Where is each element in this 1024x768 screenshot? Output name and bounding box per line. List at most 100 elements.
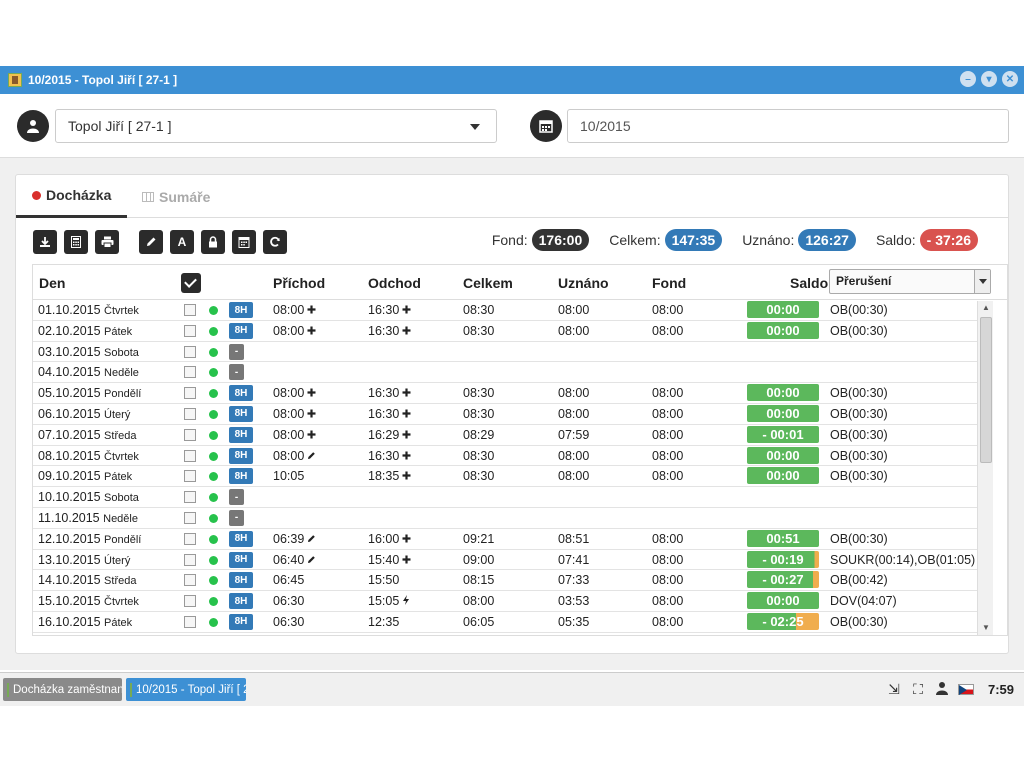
scroll-down-icon[interactable]: ▼ <box>982 623 990 632</box>
fullscreen-icon[interactable]: ⛶ <box>913 681 923 697</box>
table-row[interactable]: 08.10.2015 Čtvrtek 8H 08:00 16:30 08:30 08:00… <box>33 446 977 467</box>
restore-icon[interactable]: ▾ <box>981 71 997 87</box>
lock-icon[interactable] <box>201 230 225 254</box>
vertical-scrollbar[interactable]: ▲ ▼ <box>977 301 993 635</box>
cell-odchod[interactable]: 15:40 <box>368 553 411 567</box>
table-row[interactable]: 07.10.2015 Středa 8H 08:00 16:29 08:29 07:59 0… <box>33 425 977 446</box>
shift-badge[interactable]: 8H <box>229 613 253 630</box>
shift-badge[interactable]: 8H <box>229 405 253 422</box>
minimize-window-icon[interactable]: ⇲ <box>888 681 900 697</box>
cell-odchod[interactable]: 12:35 <box>368 615 399 629</box>
table-row[interactable]: 03.10.2015 Sobota - <box>33 342 977 363</box>
cell-prichod[interactable]: 06:30 <box>273 594 304 608</box>
pencil-icon[interactable] <box>307 532 316 546</box>
plus-icon[interactable] <box>402 553 411 567</box>
refresh-icon[interactable] <box>263 230 287 254</box>
print-icon[interactable] <box>95 230 119 254</box>
plus-icon[interactable] <box>402 428 411 442</box>
table-row[interactable]: 06.10.2015 Úterý 8H 08:00 16:30 08:30 08:00 08… <box>33 404 977 425</box>
preruseni-filter-select[interactable]: Přerušení <box>829 269 991 294</box>
row-checkbox[interactable] <box>184 470 196 483</box>
close-icon[interactable]: ✕ <box>1002 71 1018 87</box>
header-den[interactable]: Den <box>39 275 66 291</box>
shift-badge[interactable]: 8H <box>229 593 253 610</box>
row-checkbox[interactable] <box>184 532 196 545</box>
cell-prichod[interactable]: 06:30 <box>273 615 304 629</box>
table-row[interactable]: 13.10.2015 Úterý 8H 06:40 15:40 09:00 07:41 08… <box>33 550 977 571</box>
plus-icon[interactable] <box>307 407 316 421</box>
row-checkbox[interactable] <box>184 387 196 400</box>
plus-icon[interactable] <box>402 324 411 338</box>
cell-odchod[interactable]: 15:50 <box>368 573 399 587</box>
scroll-thumb[interactable] <box>980 317 992 463</box>
cell-odchod[interactable]: 16:30 <box>368 449 411 463</box>
header-prichod[interactable]: Příchod <box>273 275 326 291</box>
employee-select[interactable]: Topol Jiří [ 27-1 ] <box>55 109 497 143</box>
table-row[interactable]: 09.10.2015 Pátek 8H 10:05 18:35 08:30 08:00 08… <box>33 466 977 488</box>
shift-badge[interactable]: 8H <box>229 302 253 318</box>
header-fond[interactable]: Fond <box>652 275 687 291</box>
cell-odchod[interactable]: 16:30 <box>368 324 411 338</box>
shift-badge[interactable]: 8H <box>229 426 253 443</box>
table-row[interactable]: 04.10.2015 Neděle - <box>33 362 977 384</box>
table-row[interactable]: 14.10.2015 Středa 8H 06:45 15:50 08:15 07:33 0… <box>33 570 977 592</box>
plus-icon[interactable] <box>307 428 316 442</box>
plus-icon[interactable] <box>402 532 411 546</box>
cell-prichod[interactable]: 08:00 <box>273 386 316 400</box>
cell-prichod[interactable]: 06:45 <box>273 573 304 587</box>
row-checkbox[interactable] <box>184 553 196 566</box>
row-checkbox[interactable] <box>184 491 196 504</box>
header-uznano[interactable]: Uznáno <box>558 275 609 291</box>
plus-icon[interactable] <box>307 386 316 400</box>
row-checkbox[interactable] <box>184 366 196 379</box>
cell-odchod[interactable]: 18:35 <box>368 469 411 483</box>
row-checkbox[interactable] <box>184 595 196 608</box>
month-input[interactable] <box>567 109 1009 143</box>
cell-odchod[interactable]: 16:30 <box>368 407 411 421</box>
plus-icon[interactable] <box>402 407 411 421</box>
cell-prichod[interactable]: 10:05 <box>273 469 304 483</box>
row-checkbox[interactable] <box>184 428 196 441</box>
shift-badge[interactable]: 8H <box>229 447 253 464</box>
shift-badge[interactable]: 8H <box>229 551 253 568</box>
table-row[interactable]: 11.10.2015 Neděle - <box>33 508 977 529</box>
cell-prichod[interactable]: 08:00 <box>273 303 316 317</box>
shift-badge[interactable]: - <box>229 634 244 635</box>
row-checkbox[interactable] <box>184 304 196 316</box>
tab-sumare[interactable]: Sumáře <box>142 175 210 218</box>
row-checkbox[interactable] <box>184 345 196 358</box>
header-odchod[interactable]: Odchod <box>368 275 421 291</box>
minimize-icon[interactable]: – <box>960 71 976 87</box>
cell-prichod[interactable]: 08:00 <box>273 428 316 442</box>
taskbar-item-dochazka[interactable]: Docházka zaměstnanců <box>3 678 122 701</box>
cell-prichod[interactable]: 06:40 <box>273 553 316 567</box>
plus-icon[interactable] <box>402 386 411 400</box>
cell-odchod[interactable]: 15:05 <box>368 594 410 608</box>
bolt-icon[interactable] <box>402 594 410 608</box>
row-checkbox[interactable] <box>184 449 196 462</box>
table-row[interactable]: 05.10.2015 Pondělí 8H 08:00 16:30 08:30 08:00… <box>33 383 977 404</box>
user-icon[interactable] <box>934 681 950 697</box>
table-row[interactable]: 12.10.2015 Pondělí 8H 06:39 16:00 09:21 08:51… <box>33 529 977 550</box>
calendar-icon[interactable] <box>232 230 256 254</box>
download-icon[interactable] <box>33 230 57 254</box>
shift-badge[interactable]: - <box>229 489 244 506</box>
shift-badge[interactable]: 8H <box>229 385 253 402</box>
czech-flag-icon[interactable] <box>957 683 974 695</box>
shift-badge[interactable]: - <box>229 364 244 381</box>
cell-prichod[interactable]: 08:00 <box>273 407 316 421</box>
shift-badge[interactable]: - <box>229 509 244 526</box>
select-all-checkbox[interactable] <box>181 273 201 293</box>
cell-prichod[interactable]: 08:00 <box>273 324 316 338</box>
table-row[interactable]: 10.10.2015 Sobota - <box>33 487 977 508</box>
table-row[interactable]: 15.10.2015 Čtvrtek 8H 06:30 15:05 08:00 03:53… <box>33 591 977 612</box>
row-checkbox[interactable] <box>184 615 196 628</box>
table-row[interactable]: 01.10.2015 Čtvrtek 8H 08:00 16:30 08:30 08:00… <box>33 300 977 321</box>
shift-badge[interactable]: 8H <box>229 530 253 547</box>
shift-badge[interactable]: - <box>229 343 244 360</box>
plus-icon[interactable] <box>307 324 316 338</box>
shift-badge[interactable]: 8H <box>229 468 253 485</box>
cell-odchod[interactable]: 16:30 <box>368 303 411 317</box>
row-checkbox[interactable] <box>184 574 196 587</box>
row-checkbox[interactable] <box>184 511 196 524</box>
